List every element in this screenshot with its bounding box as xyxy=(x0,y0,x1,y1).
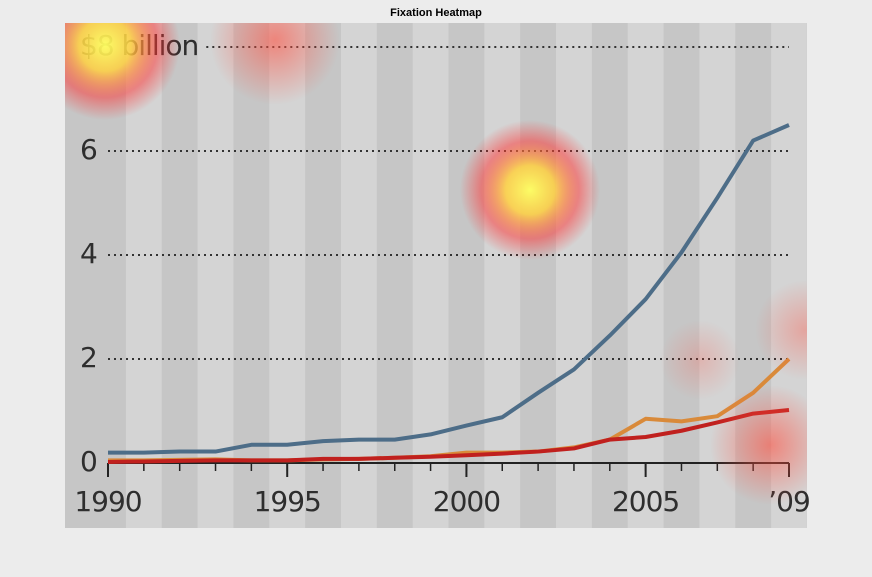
hotspot xyxy=(755,280,807,380)
stripe xyxy=(627,23,664,528)
x-tick-label: 2000 xyxy=(433,485,500,518)
hotspot xyxy=(710,385,807,505)
x-tick-label: 1995 xyxy=(254,485,321,518)
series-line xyxy=(107,407,790,464)
series-line xyxy=(108,123,790,455)
stripe xyxy=(197,23,234,528)
hotspot xyxy=(660,320,740,400)
x-tick-label: 2005 xyxy=(612,485,679,518)
hotspot xyxy=(65,23,180,120)
heatmap xyxy=(65,23,807,505)
y-tick-label: 6 xyxy=(80,133,97,166)
y-tick-label: 2 xyxy=(80,341,97,374)
chart-title: Fixation Heatmap xyxy=(390,7,482,19)
x-tick-label: 1990 xyxy=(74,485,141,518)
stripe xyxy=(556,23,592,528)
stripe xyxy=(412,23,449,528)
hotspot xyxy=(460,120,600,260)
stripe xyxy=(484,23,521,528)
y-tick-label: 4 xyxy=(80,237,97,270)
stripe xyxy=(340,23,377,528)
hotspot xyxy=(210,23,340,105)
y-tick-label: 0 xyxy=(80,445,97,478)
